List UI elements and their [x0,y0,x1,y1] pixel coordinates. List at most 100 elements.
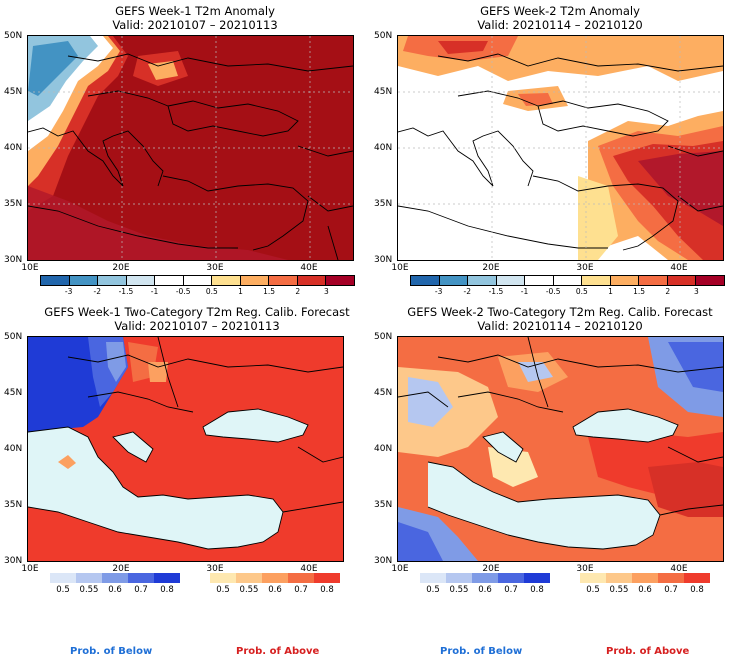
colorbar-swatch [210,573,236,583]
colorbar-label: 0.7 [294,585,308,595]
map-week2-probability [397,336,724,562]
colorbar-swatch [314,573,340,583]
lon-tick: 40E [300,564,318,574]
map-week2-anomaly [397,35,724,261]
colorbar-swatch [98,276,127,285]
colorbar-swatch [240,276,270,285]
lat-tick: 30N [374,556,393,566]
colorbar-swatch [212,276,241,285]
lat-tick: 40N [4,143,23,153]
lat-tick: 45N [374,87,393,97]
lat-tick: 30N [374,255,393,265]
colorbar-label: -2 [463,287,472,296]
colorbar-label: 0.55 [239,585,259,595]
colorbar-swatch [639,276,668,285]
lon-tick: 10E [21,564,39,574]
lon-tick: 20E [482,263,500,273]
lon-tick: 10E [391,263,409,273]
colorbar-swatch [128,573,154,583]
colorbar-label: 0.5 [205,287,218,296]
colorbar-label: -0.5 [545,287,561,296]
panel-title: GEFS Week-1 Two-Category T2m Reg. Calib.… [44,305,350,319]
prob-below-colorbar [420,573,550,583]
lat-tick: 50N [374,332,393,342]
lon-tick: 30E [576,564,594,574]
colorbar-label: 0.8 [530,585,544,595]
lon-tick: 20E [112,263,130,273]
colorbar-swatch [610,276,640,285]
lon-tick: 40E [670,564,688,574]
lon-tick: 30E [576,263,594,273]
colorbar-swatch [41,276,70,285]
colorbar-swatch [155,276,184,285]
lat-tick: 40N [374,143,393,153]
lat-tick: 50N [4,332,23,342]
colorbar-swatch [696,276,725,285]
anomaly-colorbar [410,275,725,286]
colorbar-label: 0.5 [426,585,440,595]
colorbar-swatch [525,276,554,285]
colorbar-swatch [269,276,298,285]
colorbar-label: 1.5 [263,287,276,296]
colorbar-label: 0.6 [108,585,122,595]
colorbar-swatch [468,276,497,285]
colorbar-swatch [76,573,102,583]
colorbar-swatch [667,276,697,285]
colorbar-swatch [50,573,76,583]
colorbar-swatch [297,276,327,285]
colorbar-swatch [69,276,99,285]
colorbar-label: 0.8 [160,585,174,595]
panel-week2-probability: GEFS Week-2 Two-Category T2m Reg. Calib.… [370,300,740,662]
colorbar-swatch [496,276,526,285]
colorbar-label: 0.6 [268,585,282,595]
colorbar-swatch [684,573,710,583]
colorbar-label: 0.8 [320,585,334,595]
colorbar-label: -1 [150,287,159,296]
colorbar-label: 1.5 [633,287,646,296]
colorbar-label: -3 [434,287,443,296]
colorbar-swatch [236,573,262,583]
lat-tick: 50N [374,31,393,41]
colorbar-label: 0.55 [609,585,629,595]
colorbar-label: 3 [693,287,699,296]
colorbar-swatch [580,573,606,583]
panel-week1-probability: GEFS Week-1 Two-Category T2m Reg. Calib.… [0,300,370,662]
panel-title: GEFS Week-1 T2m Anomaly [115,4,275,18]
panel-title: GEFS Week-2 T2m Anomaly [480,4,640,18]
colorbar-label: 0.8 [690,585,704,595]
colorbar-swatch [183,276,213,285]
colorbar-label: -1.5 [488,287,504,296]
lat-tick: 35N [4,500,23,510]
panel-subtitle: Valid: 20210107 – 20210113 [114,319,280,333]
colorbar-swatch [632,573,658,583]
panel-week1-anomaly: GEFS Week-1 T2m Anomaly Valid: 20210107 … [0,0,370,300]
anomaly-colorbar [40,275,355,286]
panel-title: GEFS Week-2 Two-Category T2m Reg. Calib.… [407,305,713,319]
colorbar-swatch [553,276,583,285]
colorbar-label: 0.7 [134,585,148,595]
colorbar-swatch [154,573,180,583]
map-week1-probability [27,336,344,562]
colorbar-label: 0.7 [664,585,678,595]
lat-tick: 40N [4,444,23,454]
colorbar-swatch [446,573,472,583]
lat-tick: 45N [4,87,23,97]
lon-tick: 10E [21,263,39,273]
colorbar-label: 1 [608,287,613,296]
colorbar-swatch [582,276,611,285]
prob-above-label: Prob. of Above [236,646,320,657]
lon-tick: 40E [300,263,318,273]
colorbar-swatch [420,573,446,583]
colorbar-swatch [411,276,440,285]
prob-above-colorbar [580,573,710,583]
lon-tick: 20E [112,564,130,574]
lon-tick: 20E [482,564,500,574]
colorbar-label: 0.55 [449,585,469,595]
panel-subtitle: Valid: 20210114 – 20210120 [477,319,643,333]
colorbar-swatch [326,276,355,285]
panel-subtitle: Valid: 20210114 – 20210120 [477,18,643,32]
colorbar-label: 0.55 [79,585,99,595]
prob-below-label: Prob. of Below [70,646,153,657]
colorbar-label: 0.5 [575,287,588,296]
lat-tick: 45N [374,388,393,398]
